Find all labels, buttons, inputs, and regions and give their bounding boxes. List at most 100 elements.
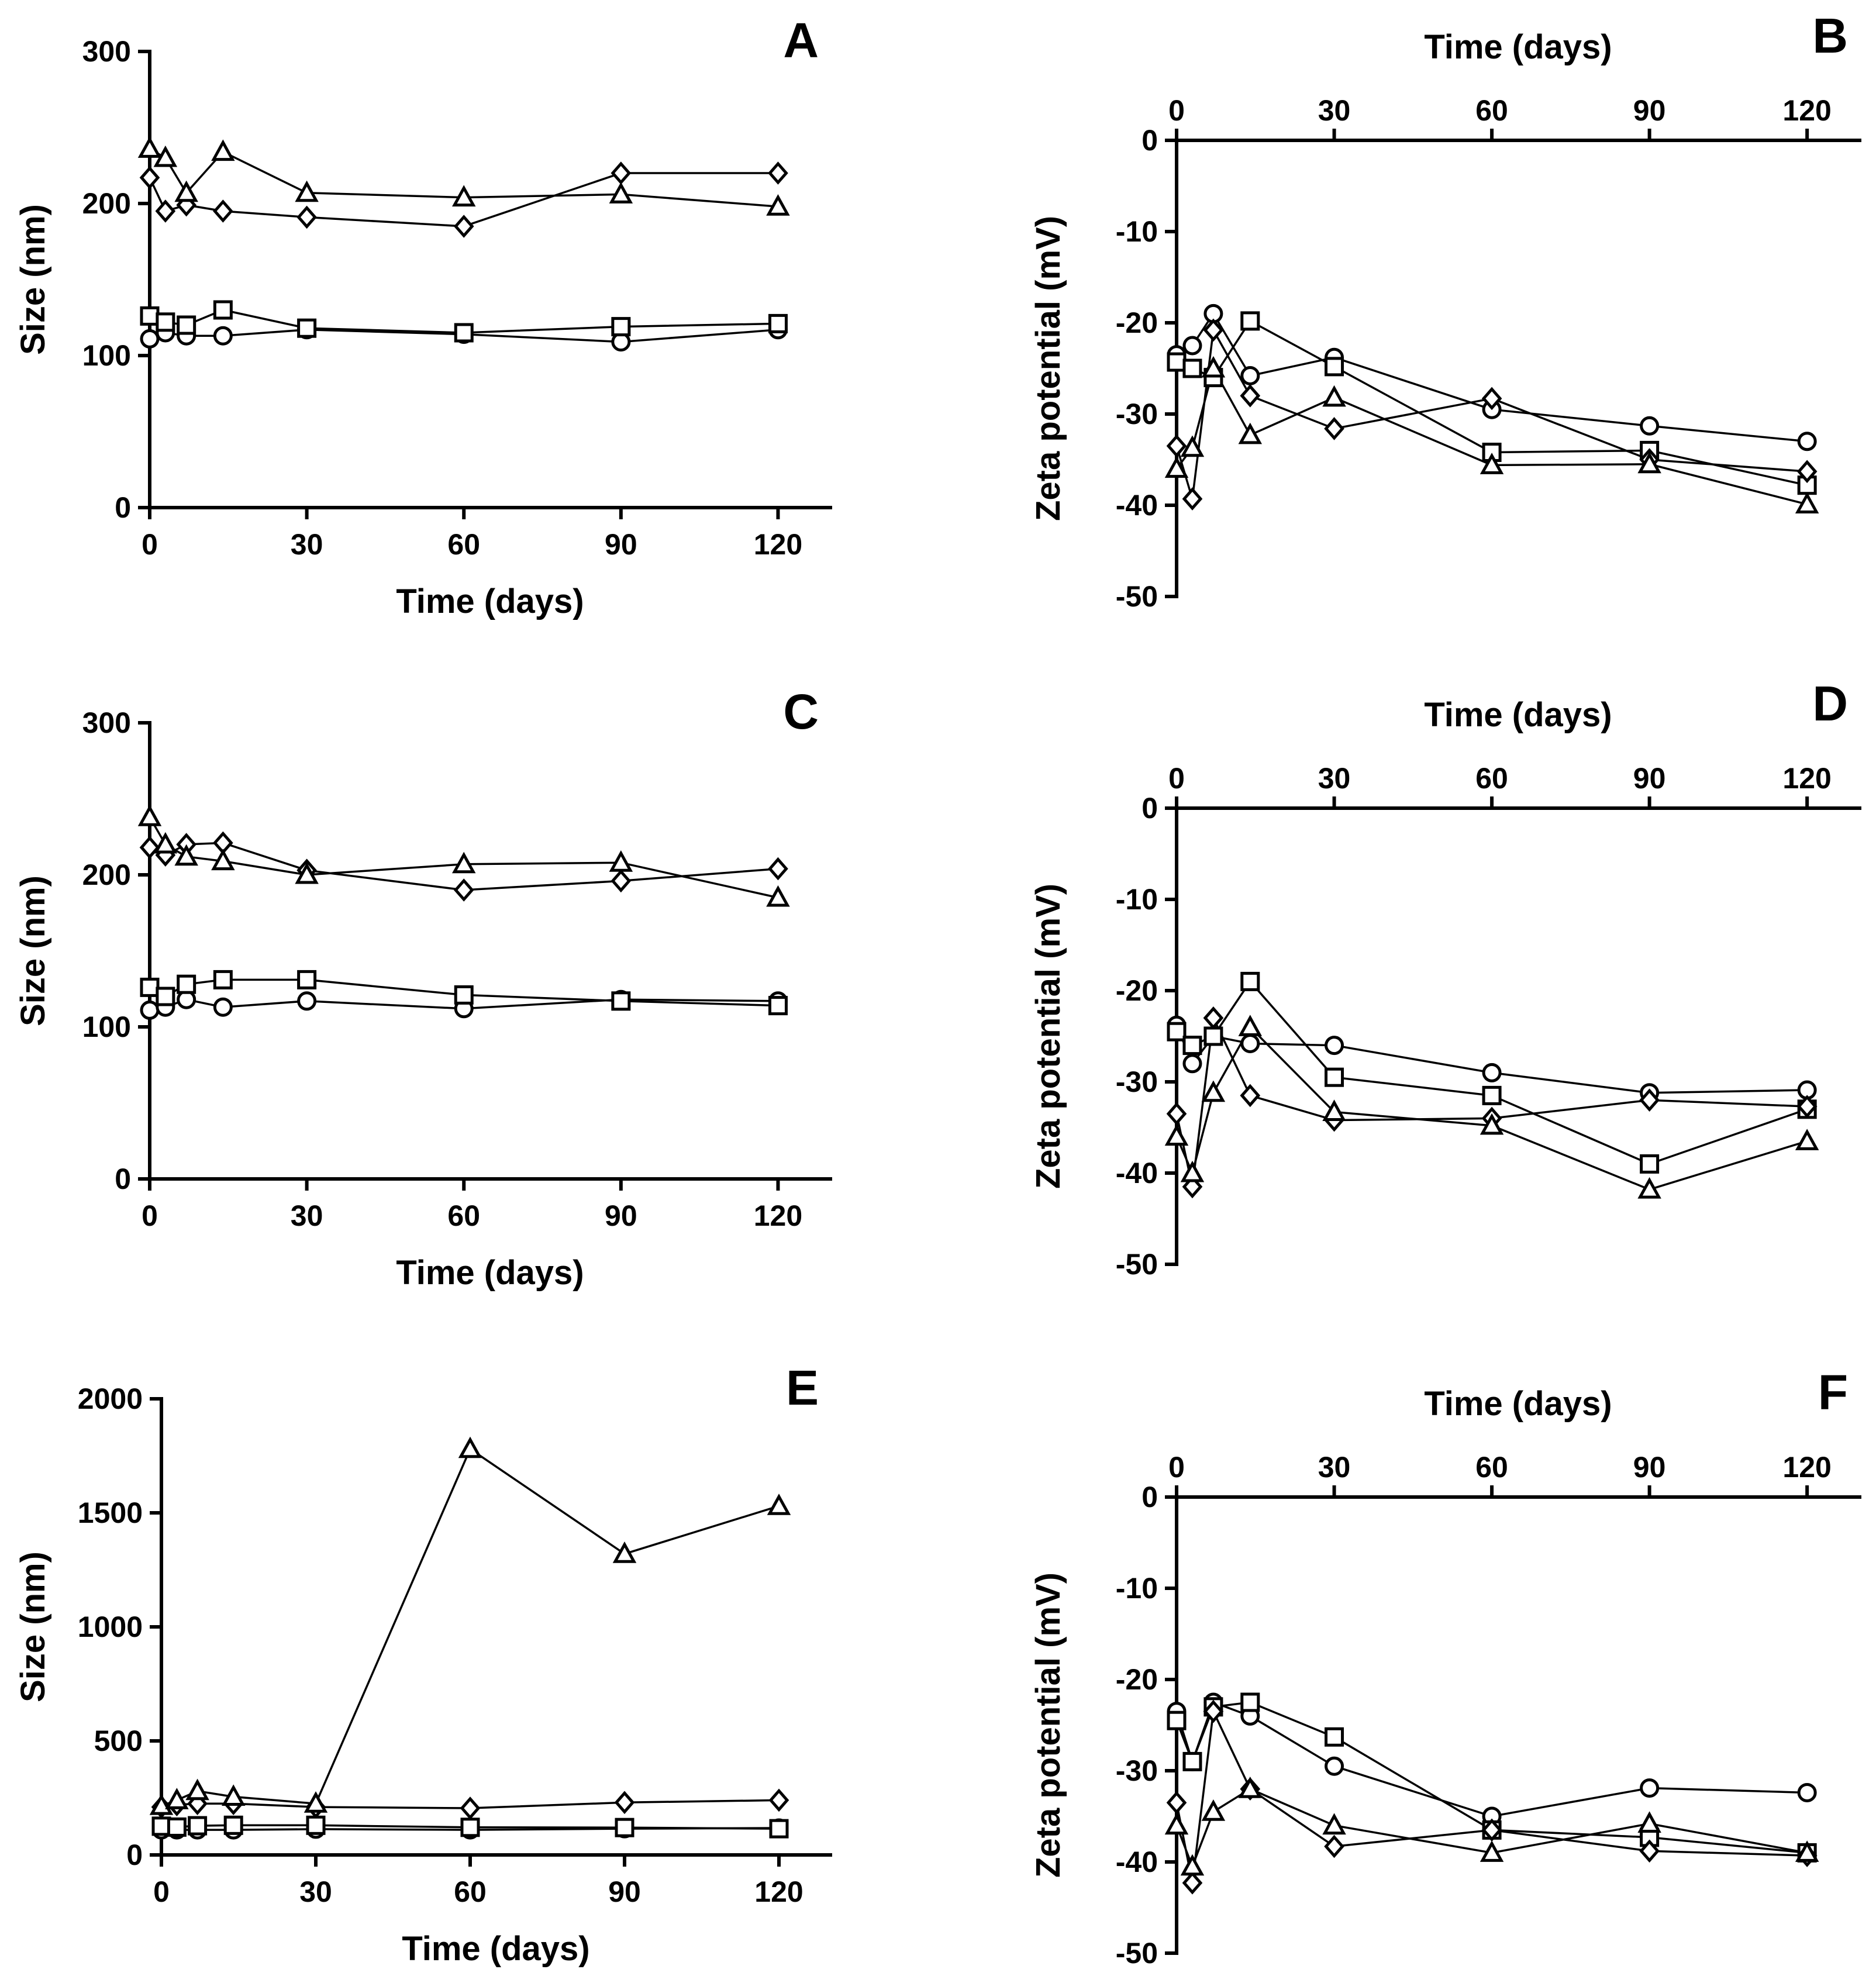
- point-triangle: [1637, 451, 1661, 474]
- point-triangle: [185, 1778, 209, 1801]
- point-triangle: [1180, 435, 1205, 457]
- point-diamond: [213, 199, 233, 223]
- point-triangle: [451, 851, 476, 874]
- x-axis-title: Time (days): [1424, 1385, 1612, 1423]
- point-square: [1167, 1710, 1187, 1730]
- point-diamond: [611, 161, 632, 185]
- point-diamond: [1166, 1102, 1187, 1126]
- point-triangle: [295, 180, 319, 202]
- point-triangle: [1637, 1177, 1661, 1199]
- x-axis-title: Time (days): [396, 582, 584, 620]
- y-tick-label: -10: [1116, 215, 1158, 248]
- panel-d: 0 -10 -20 -30 -40 -50 0 30 60 90 120 Time (days) Zet…: [1029, 676, 1861, 1281]
- point-triangle: [1164, 1813, 1189, 1835]
- point-diamond: [1481, 1818, 1502, 1842]
- point-square: [297, 970, 317, 989]
- point-triangle: [1180, 1854, 1205, 1876]
- y-tick-label: 100: [82, 1011, 131, 1043]
- point-triangle: [1480, 1840, 1504, 1862]
- x-tick-label: 30: [291, 1199, 323, 1232]
- panel-c: 0 100 200 300 0 30 60 90 120 Time (days) Size (nm)…: [14, 684, 832, 1292]
- y-axis-title: Size (nm): [14, 204, 52, 355]
- x-tick-label: 0: [142, 528, 158, 561]
- point-triangle: [295, 862, 319, 884]
- point-triangle: [451, 185, 476, 207]
- point-triangle: [304, 1791, 328, 1813]
- y-tick-label: -20: [1116, 1663, 1158, 1696]
- series-line-triangle: [1175, 1025, 1808, 1191]
- x-axis-title: Time (days): [1424, 28, 1612, 66]
- x-tick-label: 30: [1318, 762, 1351, 795]
- point-square: [151, 1816, 171, 1836]
- point-circle: [140, 1000, 160, 1020]
- point-diamond: [611, 869, 632, 893]
- point-square: [177, 974, 196, 994]
- x-axis-title: Time (days): [402, 1930, 589, 1968]
- point-triangle: [458, 1436, 482, 1458]
- y-tick-label: -50: [1116, 1937, 1158, 1970]
- y-tick-label: 1000: [78, 1610, 143, 1643]
- point-square: [460, 1818, 480, 1837]
- y-tick-label: -50: [1116, 580, 1158, 613]
- point-square: [1325, 1067, 1344, 1087]
- point-square: [769, 1819, 789, 1839]
- x-tick-label: 90: [1633, 762, 1666, 795]
- point-diamond: [1324, 1834, 1344, 1858]
- point-circle: [213, 326, 233, 346]
- point-triangle: [165, 1788, 189, 1809]
- point-square: [213, 300, 233, 320]
- point-triangle: [1322, 1813, 1346, 1835]
- series-line-diamond: [1175, 1708, 1808, 1884]
- point-square: [1482, 1085, 1502, 1105]
- y-axis-title: Zeta potential (mV): [1029, 884, 1067, 1189]
- point-circle: [1640, 416, 1660, 436]
- point-square: [454, 323, 474, 343]
- x-tick-label: 120: [754, 528, 802, 561]
- y-tick-label: 0: [115, 1163, 131, 1195]
- point-diamond: [139, 836, 160, 859]
- series-line-diamond: [1175, 326, 1808, 499]
- x-tick-label: 60: [1475, 94, 1508, 127]
- point-square: [611, 991, 631, 1011]
- point-triangle: [137, 136, 162, 158]
- y-tick-label: -10: [1116, 1572, 1158, 1605]
- x-tick-label: 60: [454, 1875, 487, 1908]
- point-triangle: [1201, 1799, 1226, 1821]
- point-triangle: [174, 844, 198, 866]
- point-diamond: [768, 1788, 789, 1812]
- y-tick-label: -20: [1116, 974, 1158, 1007]
- y-tick-label: 200: [82, 187, 131, 220]
- point-square: [768, 996, 788, 1016]
- x-tick-label: 30: [1318, 1451, 1351, 1484]
- point-triangle: [211, 849, 235, 871]
- point-triangle: [1480, 453, 1504, 474]
- x-tick-label: 90: [605, 1199, 637, 1232]
- point-triangle: [1238, 1015, 1263, 1036]
- point-triangle: [1322, 1099, 1346, 1121]
- point-diamond: [1166, 434, 1187, 458]
- point-square: [1240, 311, 1260, 331]
- point-diamond: [1639, 1839, 1660, 1863]
- point-triangle: [1322, 385, 1346, 407]
- point-circle: [1240, 365, 1260, 385]
- x-tick-label: 0: [1168, 1451, 1185, 1484]
- panel-b: 0 -10 -20 -30 -40 -50 0 30 60 90 120 Time (days) Zet…: [1029, 8, 1861, 613]
- point-triangle: [609, 182, 633, 204]
- x-tick-label: 90: [1633, 94, 1666, 127]
- y-tick-label: -10: [1116, 883, 1158, 916]
- series-line-triangle: [1175, 365, 1808, 506]
- point-square: [1640, 1154, 1660, 1174]
- point-circle: [1182, 336, 1202, 356]
- point-diamond: [1166, 1791, 1187, 1815]
- point-square: [223, 1815, 243, 1835]
- point-diamond: [614, 1791, 635, 1815]
- y-tick-label: -40: [1116, 1157, 1158, 1189]
- point-circle: [213, 997, 233, 1017]
- y-tick-label: 100: [82, 339, 131, 372]
- point-square: [1325, 1727, 1344, 1747]
- y-tick-label: 0: [126, 1839, 143, 1871]
- y-tick-label: 300: [82, 706, 131, 739]
- y-tick-label: 1500: [78, 1496, 143, 1529]
- point-triangle: [153, 832, 178, 854]
- y-tick-label: 0: [1142, 1481, 1158, 1513]
